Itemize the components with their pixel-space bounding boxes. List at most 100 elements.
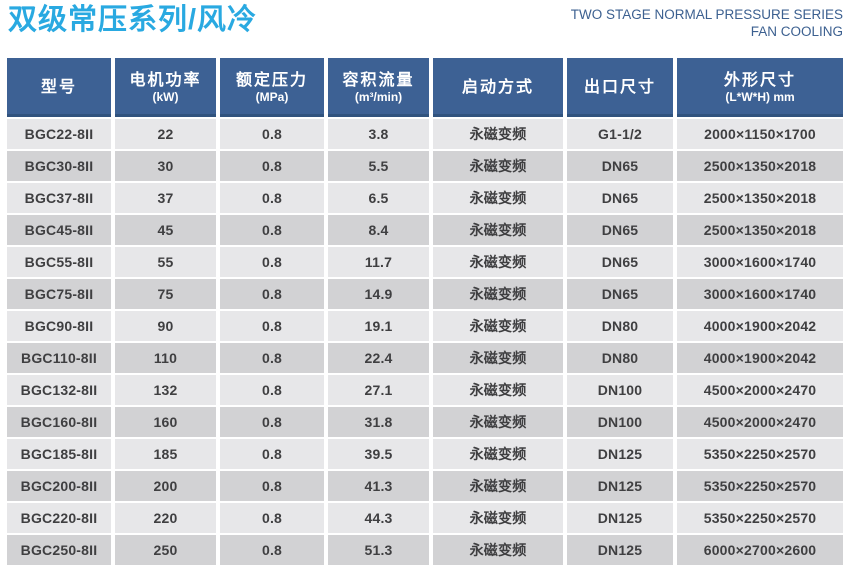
table-cell: 永磁变频 xyxy=(433,375,563,405)
table-cell: 永磁变频 xyxy=(433,503,563,533)
table-cell: DN125 xyxy=(567,471,673,501)
table-cell: DN80 xyxy=(567,343,673,373)
table-cell: 3.8 xyxy=(328,119,429,149)
column-header-dimensions: 外形尺寸 (L*W*H) mm xyxy=(677,58,843,117)
table-cell: BGC55-8II xyxy=(7,247,111,277)
table-row: BGC132-8II 132 0.8 27.1 永磁变频 DN100 4500×2000×2… xyxy=(7,375,843,405)
table-cell: 31.8 xyxy=(328,407,429,437)
subtitle-line-2: FAN COOLING xyxy=(750,24,843,39)
table-cell: BGC185-8II xyxy=(7,439,111,469)
table-cell: 0.8 xyxy=(220,119,324,149)
table-header-row: 型号 电机功率 (kW) 额定压力 (MPa) 容积流量 (m³/min) 启动… xyxy=(7,58,843,117)
table-cell: DN100 xyxy=(567,375,673,405)
table-cell: DN65 xyxy=(567,279,673,309)
table-cell: DN65 xyxy=(567,247,673,277)
table-cell: 132 xyxy=(115,375,216,405)
table-cell: 55 xyxy=(115,247,216,277)
table-cell: DN65 xyxy=(567,151,673,181)
table-cell: BGC75-8II xyxy=(7,279,111,309)
table-cell: DN125 xyxy=(567,439,673,469)
table-cell: 永磁变频 xyxy=(433,407,563,437)
table-row: BGC37-8II 37 0.8 6.5 永磁变频 DN65 2500×1350×2018 xyxy=(7,183,843,213)
table-row: BGC160-8II 160 0.8 31.8 永磁变频 DN100 4500×2000×2… xyxy=(7,407,843,437)
table-cell: DN125 xyxy=(567,535,673,565)
table-cell: 5350×2250×2570 xyxy=(677,471,843,501)
table-cell: 0.8 xyxy=(220,183,324,213)
table-cell: 3000×1600×1740 xyxy=(677,247,843,277)
table-cell: 0.8 xyxy=(220,535,324,565)
table-cell: 2500×1350×2018 xyxy=(677,215,843,245)
table-row: BGC185-8II 185 0.8 39.5 永磁变频 DN125 5350×2250×2… xyxy=(7,439,843,469)
table-row: BGC110-8II 110 0.8 22.4 永磁变频 DN80 4000×1900×20… xyxy=(7,343,843,373)
table-cell: DN100 xyxy=(567,407,673,437)
table-cell: 4000×1900×2042 xyxy=(677,343,843,373)
column-header-start-mode: 启动方式 xyxy=(433,58,563,117)
table-cell: 44.3 xyxy=(328,503,429,533)
table-cell: 0.8 xyxy=(220,311,324,341)
table-cell: 4000×1900×2042 xyxy=(677,311,843,341)
table-row: BGC90-8II 90 0.8 19.1 永磁变频 DN80 4000×1900×2042 xyxy=(7,311,843,341)
table-cell: 5350×2250×2570 xyxy=(677,439,843,469)
table-cell: 51.3 xyxy=(328,535,429,565)
table-cell: 永磁变频 xyxy=(433,183,563,213)
table-cell: 3000×1600×1740 xyxy=(677,279,843,309)
table-cell: 27.1 xyxy=(328,375,429,405)
page-title: 双级常压系列/风冷 xyxy=(8,4,258,36)
table-body: BGC22-8II 22 0.8 3.8 永磁变频 G1-1/2 2000×1150×170… xyxy=(7,119,843,565)
table-cell: G1-1/2 xyxy=(567,119,673,149)
table-cell: 45 xyxy=(115,215,216,245)
table-cell: 永磁变频 xyxy=(433,279,563,309)
table-row: BGC75-8II 75 0.8 14.9 永磁变频 DN65 3000×1600×1740 xyxy=(7,279,843,309)
table-cell: 22.4 xyxy=(328,343,429,373)
table-cell: 2000×1150×1700 xyxy=(677,119,843,149)
table-cell: BGC160-8II xyxy=(7,407,111,437)
table-cell: 2500×1350×2018 xyxy=(677,183,843,213)
table-cell: DN80 xyxy=(567,311,673,341)
table-cell: BGC90-8II xyxy=(7,311,111,341)
table-cell: 永磁变频 xyxy=(433,151,563,181)
table-cell: 39.5 xyxy=(328,439,429,469)
table-cell: 0.8 xyxy=(220,439,324,469)
table-cell: 0.8 xyxy=(220,407,324,437)
table-cell: 8.4 xyxy=(328,215,429,245)
table-cell: BGC250-8II xyxy=(7,535,111,565)
table-cell: 0.8 xyxy=(220,279,324,309)
table-cell: 250 xyxy=(115,535,216,565)
table-cell: 永磁变频 xyxy=(433,439,563,469)
column-header-volume-flow: 容积流量 (m³/min) xyxy=(328,58,429,117)
table-cell: 5350×2250×2570 xyxy=(677,503,843,533)
table-row: BGC200-8II 200 0.8 41.3 永磁变频 DN125 5350×2250×2… xyxy=(7,471,843,501)
table-cell: DN65 xyxy=(567,215,673,245)
table-cell: 14.9 xyxy=(328,279,429,309)
table-cell: BGC132-8II xyxy=(7,375,111,405)
table-cell: 0.8 xyxy=(220,151,324,181)
page-subtitle: TWO STAGE NORMAL PRESSURE SERIES FAN COO… xyxy=(571,0,843,40)
table-cell: 160 xyxy=(115,407,216,437)
table-row: BGC55-8II 55 0.8 11.7 永磁变频 DN65 3000×1600×1740 xyxy=(7,247,843,277)
table-row: BGC30-8II 30 0.8 5.5 永磁变频 DN65 2500×1350×2018 xyxy=(7,151,843,181)
table-cell: 22 xyxy=(115,119,216,149)
table-cell: 永磁变频 xyxy=(433,247,563,277)
table-cell: 200 xyxy=(115,471,216,501)
table-cell: 90 xyxy=(115,311,216,341)
column-header-rated-pressure: 额定压力 (MPa) xyxy=(220,58,324,117)
table-cell: 30 xyxy=(115,151,216,181)
table-cell: 0.8 xyxy=(220,503,324,533)
table-cell: 4500×2000×2470 xyxy=(677,407,843,437)
table-cell: 永磁变频 xyxy=(433,343,563,373)
table-cell: 0.8 xyxy=(220,247,324,277)
table-cell: 6.5 xyxy=(328,183,429,213)
table-cell: BGC45-8II xyxy=(7,215,111,245)
table-cell: 0.8 xyxy=(220,471,324,501)
table-row: BGC22-8II 22 0.8 3.8 永磁变频 G1-1/2 2000×1150×170… xyxy=(7,119,843,149)
table-cell: BGC22-8II xyxy=(7,119,111,149)
table-row: BGC220-8II 220 0.8 44.3 永磁变频 DN125 5350×2250×2… xyxy=(7,503,843,533)
table-cell: 0.8 xyxy=(220,375,324,405)
subtitle-line-1: TWO STAGE NORMAL PRESSURE SERIES xyxy=(570,7,843,22)
table-cell: 永磁变频 xyxy=(433,471,563,501)
table-cell: 185 xyxy=(115,439,216,469)
table-cell: BGC30-8II xyxy=(7,151,111,181)
table-cell: BGC200-8II xyxy=(7,471,111,501)
table-row: BGC250-8II 250 0.8 51.3 永磁变频 DN125 6000×2700×2… xyxy=(7,535,843,565)
page-header: 双级常压系列/风冷 TWO STAGE NORMAL PRESSURE SERI… xyxy=(8,0,843,58)
